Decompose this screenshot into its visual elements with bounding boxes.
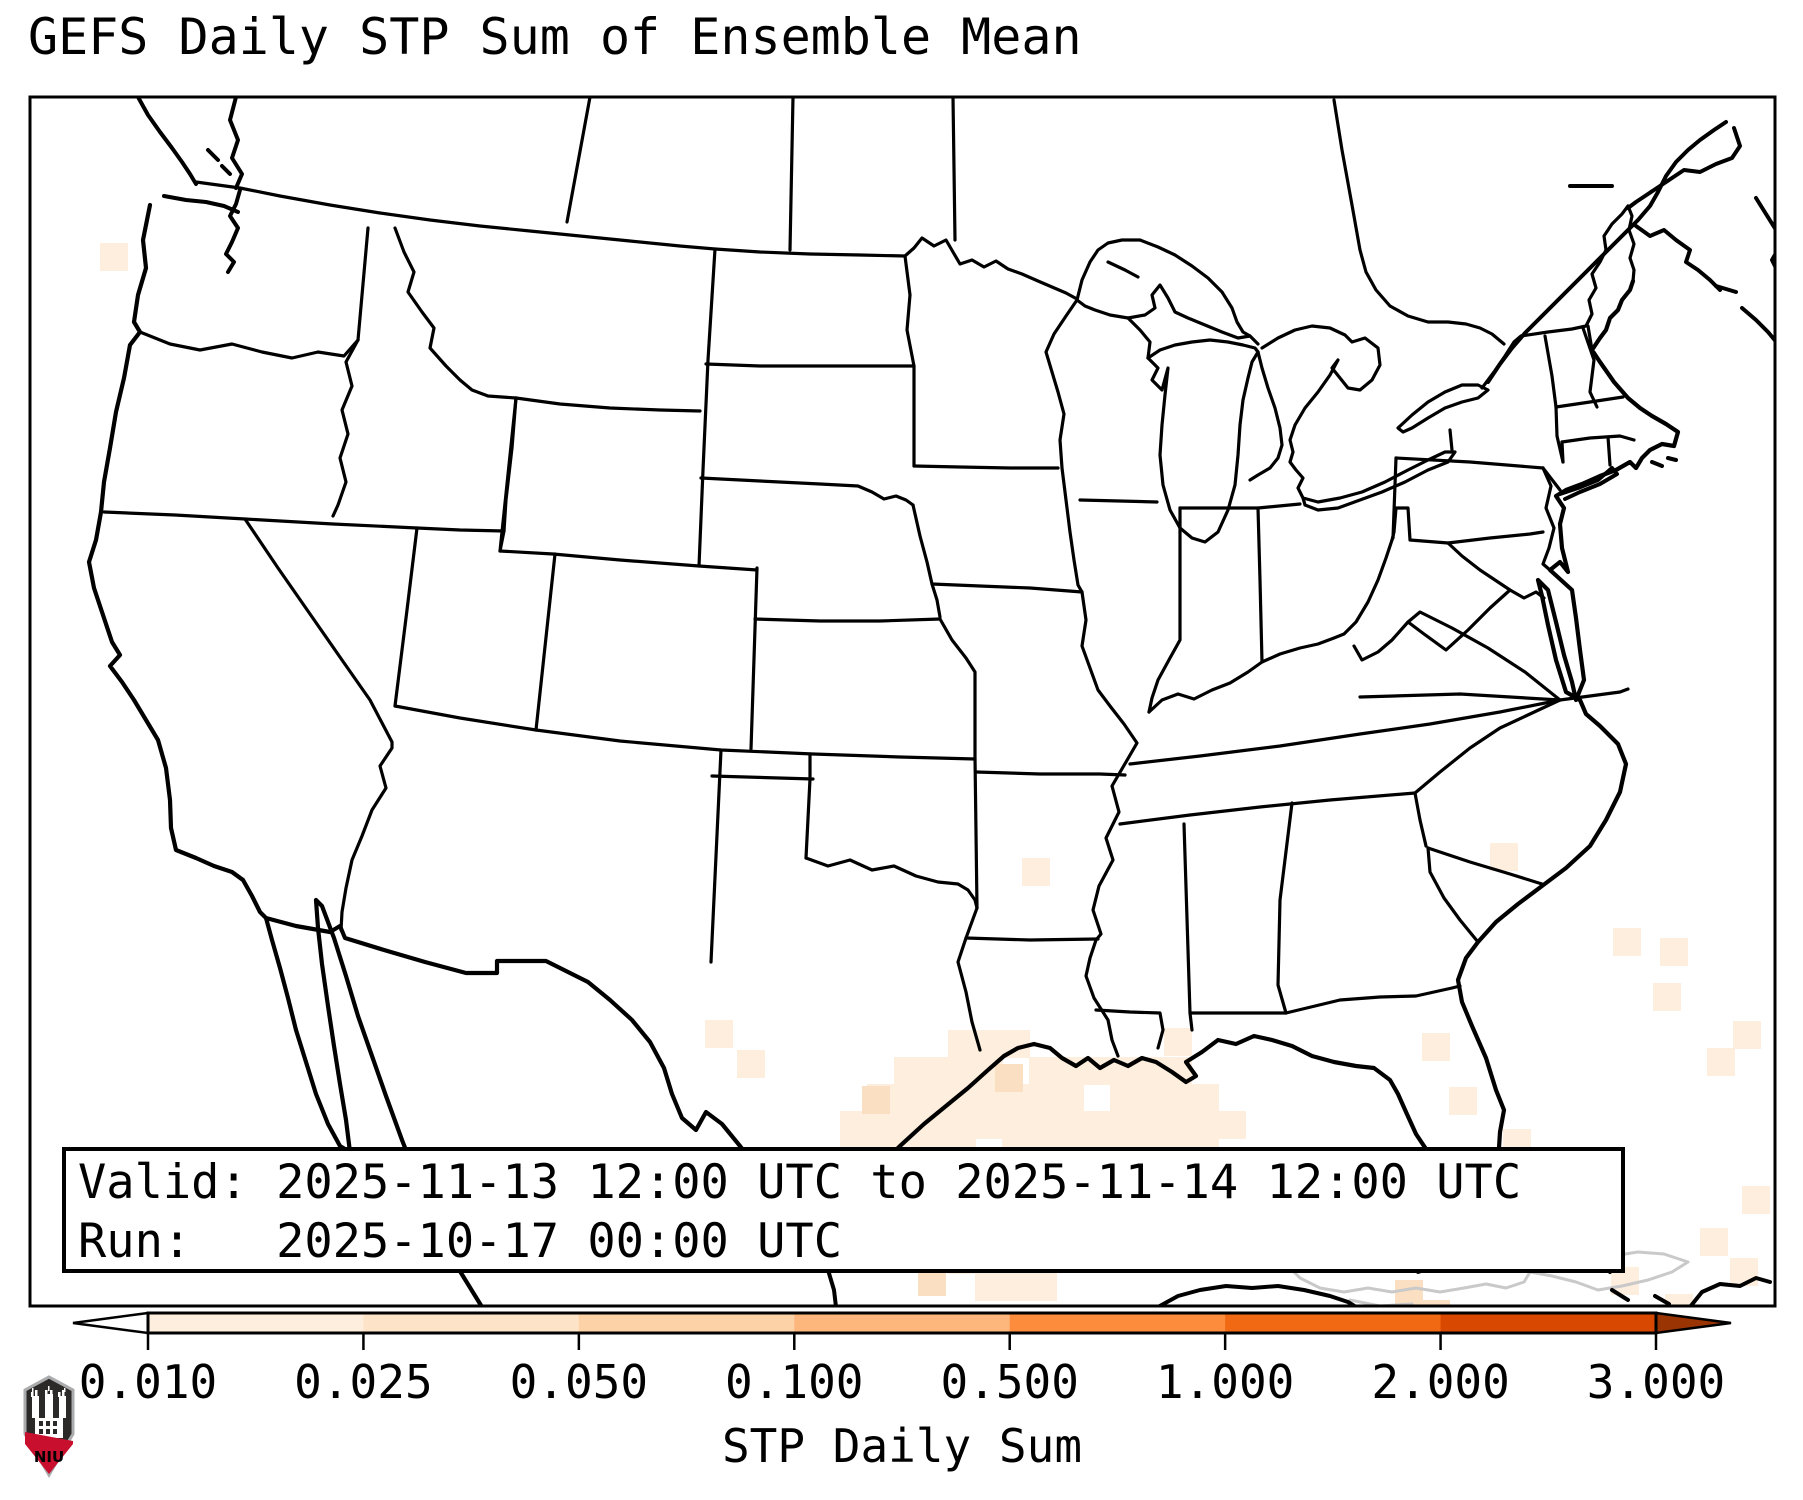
stp-cell: [1653, 983, 1681, 1011]
stp-cell: [975, 1111, 1003, 1139]
stp-cell: [1029, 1057, 1057, 1085]
stp-cell: [840, 1111, 868, 1139]
valid-time-line: Valid: 2025-11-13 12:00 UTC to 2025-11-1…: [78, 1155, 1522, 1210]
stp-cell: [1742, 1186, 1770, 1214]
stp-cell: [1191, 1111, 1219, 1139]
stp-cell: [1613, 928, 1641, 956]
run-time-line: Run: 2025-10-17 00:00 UTC: [78, 1214, 843, 1269]
stp-cell: [867, 1111, 895, 1139]
stp-cell: [1665, 1294, 1693, 1306]
stp-cell: [1029, 1111, 1057, 1139]
page-title: GEFS Daily STP Sum of Ensemble Mean: [28, 8, 1082, 66]
stp-cell: [1733, 1021, 1761, 1049]
niu-logo: NIU: [23, 1375, 75, 1478]
map-frame: [28, 95, 1777, 1308]
stp-cell: [948, 1084, 976, 1112]
stp-cell: [1083, 1057, 1111, 1085]
stp-cell: [862, 1086, 890, 1114]
stp-cell: [1137, 1111, 1165, 1139]
stp-cell: [1395, 1280, 1423, 1306]
stp-cell: [1700, 1228, 1728, 1256]
stp-cell: [921, 1057, 949, 1085]
niu-logo-text: NIU: [34, 1448, 64, 1466]
stp-cell: [948, 1057, 976, 1085]
stp-cell: [1110, 1084, 1138, 1112]
stp-cell: [1707, 1048, 1735, 1076]
stp-cell: [1164, 1028, 1192, 1056]
stp-cell: [1110, 1111, 1138, 1139]
stp-cell: [737, 1050, 765, 1078]
stp-cell: [1422, 1033, 1450, 1061]
stp-cell: [1490, 843, 1518, 871]
stp-cell: [1191, 1084, 1219, 1112]
stp-cell: [705, 1020, 733, 1048]
stp-cell: [975, 1273, 1003, 1301]
stp-cell: [1029, 1273, 1057, 1301]
stp-cell: [1218, 1111, 1246, 1139]
stp-cell: [894, 1111, 922, 1139]
stp-cell: [894, 1057, 922, 1085]
stp-cell: [1002, 1111, 1030, 1139]
niu-castle-windows: [39, 1421, 57, 1434]
us-state-borders: [102, 97, 1636, 1058]
stp-cell: [1137, 1084, 1165, 1112]
stp-cell: [1449, 1087, 1477, 1115]
stp-cell: [1164, 1084, 1192, 1112]
niu-red-band: [25, 1432, 73, 1474]
stp-cell: [1660, 938, 1688, 966]
stp-cell: [1056, 1084, 1084, 1112]
stp-cell: [995, 1064, 1023, 1092]
stp-cell: [894, 1084, 922, 1112]
stp-cell: [1164, 1111, 1192, 1139]
stp-cell: [1056, 1111, 1084, 1139]
stp-cell: [1422, 1300, 1450, 1306]
stp-cell: [100, 243, 128, 271]
stp-cell: [1002, 1273, 1030, 1301]
stp-cell: [1029, 1084, 1057, 1112]
valid-run-info-box: Valid: 2025-11-13 12:00 UTC to 2025-11-1…: [62, 1147, 1625, 1273]
stp-cell: [948, 1030, 976, 1058]
stp-cell: [1022, 858, 1050, 886]
stp-cell: [948, 1111, 976, 1139]
stp-cell: [1083, 1111, 1111, 1139]
